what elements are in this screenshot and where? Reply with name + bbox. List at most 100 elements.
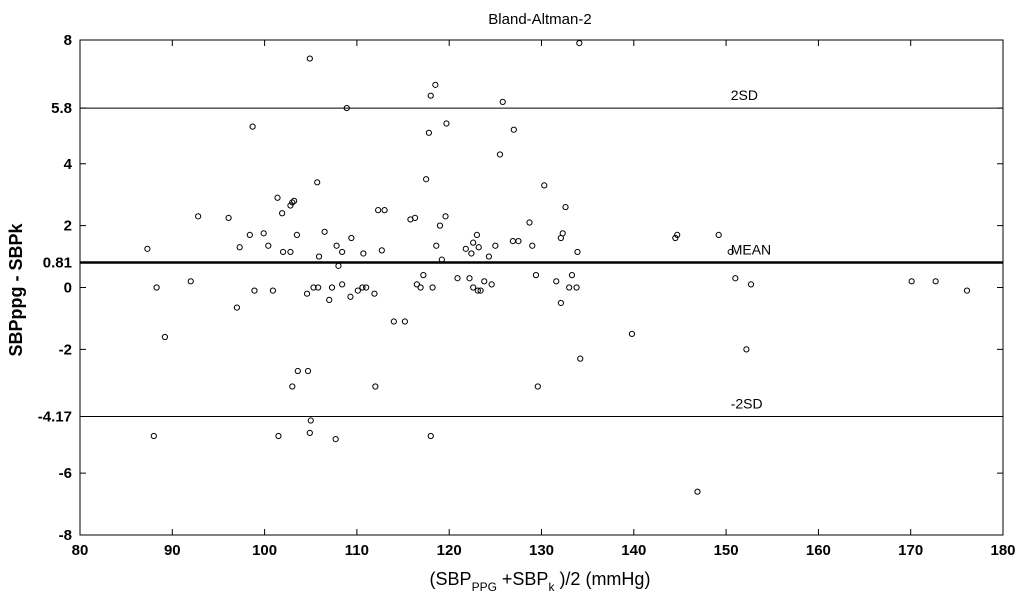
data-point [732, 275, 739, 282]
data-point [628, 330, 636, 338]
y-axis-label: SBPppg - SBPk [6, 223, 26, 357]
data-point [473, 231, 480, 239]
data-point [150, 432, 157, 440]
y-tick-label: 0 [64, 280, 72, 297]
data-point [559, 230, 566, 237]
data-point [727, 248, 734, 256]
y-tick-label: 5.8 [51, 100, 72, 117]
data-point [335, 262, 342, 269]
data-point [354, 287, 361, 294]
data-point [562, 203, 569, 211]
data-point [291, 197, 298, 204]
data-point [509, 237, 516, 245]
x-label-prefix: (SBP [430, 569, 472, 589]
data-point [287, 202, 294, 209]
data-point [372, 383, 379, 390]
x-tick-label: 80 [72, 542, 89, 559]
reference-line-label: 2SD [731, 87, 758, 103]
data-point [420, 272, 427, 279]
data-point [347, 293, 354, 300]
data-point [553, 278, 560, 285]
data-point [470, 239, 477, 246]
data-point [672, 234, 679, 242]
data-point [251, 287, 258, 294]
data-point [532, 272, 540, 279]
data-point [339, 248, 346, 256]
x-tick-label: 140 [621, 542, 646, 559]
data-point [315, 253, 323, 260]
data-point [306, 55, 313, 62]
data-point [390, 318, 397, 325]
y-tick-label: 4 [64, 156, 73, 173]
reference-line-label: MEAN [731, 241, 771, 257]
data-point [423, 176, 430, 183]
data-point [269, 287, 277, 294]
data-point [475, 244, 482, 251]
y-tick-label: -4.17 [38, 409, 72, 426]
data-point [526, 219, 533, 226]
data-point [674, 231, 681, 239]
x-tick-label: 130 [529, 542, 554, 559]
data-point [279, 248, 287, 256]
data-point [496, 151, 504, 158]
x-label-middle: +SBP [497, 569, 549, 589]
data-point [314, 179, 321, 186]
data-point [332, 435, 339, 443]
data-point [289, 383, 296, 390]
data-point [275, 432, 282, 440]
data-point [287, 248, 294, 256]
x-label-subscript-k: k [548, 580, 555, 594]
data-point [470, 284, 477, 291]
y-tick-label: -8 [59, 527, 72, 544]
x-tick-label: 120 [437, 542, 462, 559]
data-point [279, 210, 286, 217]
data-point [371, 290, 378, 297]
x-tick-label: 170 [898, 542, 923, 559]
x-axis-ticks: 80 90 100 110 120 130 140 150 160 170 180 [72, 40, 1016, 559]
data-point [932, 278, 939, 285]
data-point [315, 284, 322, 291]
data-point [153, 284, 160, 291]
y-axis-ticks: 8 5.8 4 2 0.81 0 -2 -4.17 -6 -8 [38, 32, 1003, 544]
chart-title: Bland-Altman-2 [488, 11, 591, 28]
data-point [576, 39, 583, 47]
data-point [541, 182, 548, 189]
data-point [333, 242, 340, 249]
data-point [417, 284, 424, 291]
y-tick-label: -6 [59, 465, 72, 482]
data-point [427, 432, 434, 440]
data-point [343, 104, 350, 112]
y-tick-label: 0.81 [43, 254, 72, 271]
data-point [573, 284, 580, 291]
x-label-subscript-ppg: PPG [472, 580, 497, 594]
data-point [246, 231, 253, 239]
data-point [442, 213, 449, 220]
data-point [427, 92, 434, 99]
data-point [348, 234, 355, 242]
data-point [326, 296, 333, 303]
y-tick-label: 8 [64, 32, 72, 49]
data-point [574, 248, 581, 256]
y-tick-label: 2 [64, 218, 72, 235]
data-point [187, 278, 194, 285]
data-point [306, 429, 313, 437]
data-point [436, 222, 444, 229]
data-point [433, 242, 440, 249]
data-point [908, 278, 915, 285]
data-point [289, 199, 296, 206]
data-point [515, 237, 522, 245]
data-point [236, 244, 243, 251]
data-point [294, 367, 301, 375]
data-point [499, 98, 506, 105]
data-point [454, 275, 461, 282]
data-point [413, 281, 420, 288]
data-point [225, 214, 232, 221]
data-points [144, 39, 971, 495]
data-point [492, 242, 499, 249]
plot-frame [79, 39, 1004, 536]
data-point [304, 367, 312, 375]
data-point [529, 242, 536, 249]
data-point [474, 287, 481, 294]
data-point [265, 242, 272, 249]
